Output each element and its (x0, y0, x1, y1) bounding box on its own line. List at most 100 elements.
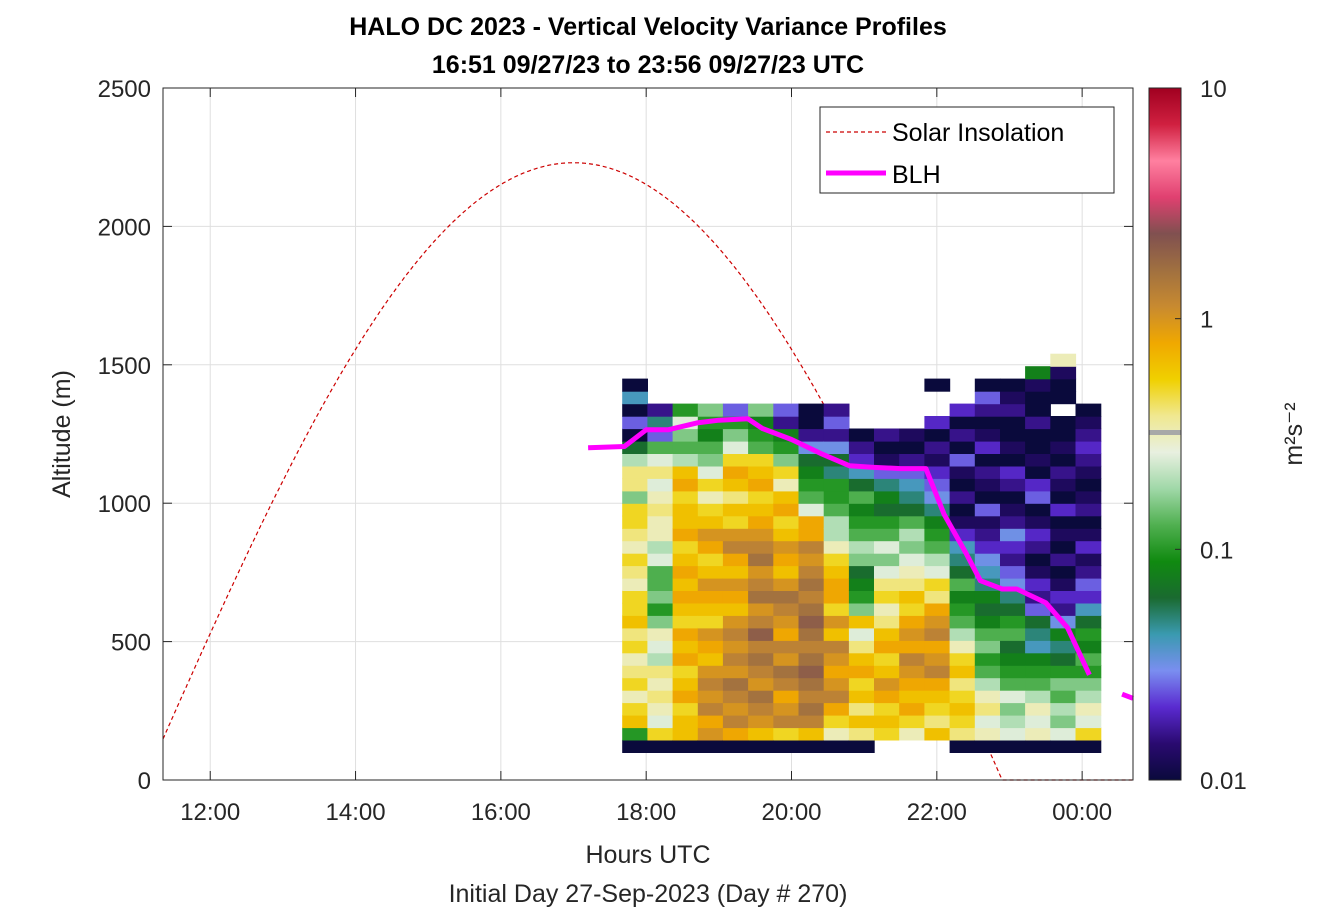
heatmap-cell (899, 602, 925, 616)
heatmap-cell (1050, 677, 1077, 691)
heatmap-cell (1050, 528, 1077, 542)
heatmap-cell (974, 403, 1001, 417)
heatmap-cell (748, 553, 774, 567)
heatmap-cell (949, 465, 976, 479)
heatmap-cell (874, 428, 900, 442)
heatmap-cell (773, 440, 800, 454)
heatmap-cell (798, 453, 825, 467)
heatmap-cell (672, 652, 699, 666)
heatmap-cell (773, 453, 800, 467)
heatmap-cell (798, 615, 825, 629)
heatmap-cell (798, 403, 825, 417)
heatmap-cell (924, 440, 951, 454)
heatmap-cell (874, 677, 900, 691)
heatmap-cell (1000, 690, 1026, 704)
heatmap-cell (1050, 640, 1077, 654)
heatmap-cell (622, 503, 648, 517)
heatmap-cell (949, 503, 976, 517)
heatmap-cell (748, 590, 774, 604)
heatmap-cell (672, 727, 699, 741)
heatmap-cell (848, 540, 875, 554)
heatmap-cell (672, 440, 699, 454)
heatmap-cell (622, 652, 648, 666)
heatmap-cell (924, 715, 951, 729)
heatmap-cell (823, 590, 850, 604)
heatmap-cell (974, 391, 1001, 405)
heatmap-cell (798, 416, 825, 430)
heatmap-cell (647, 553, 674, 567)
heatmap-cell (874, 690, 900, 704)
heatmap-cell (773, 690, 800, 704)
heatmap-cell (697, 702, 724, 716)
heatmap-cell (1075, 727, 1102, 741)
heatmap-cell (672, 528, 699, 542)
heatmap-cell (848, 690, 875, 704)
heatmap-cell (1050, 690, 1077, 704)
heatmap-cell (848, 440, 875, 454)
heatmap-cell (748, 478, 774, 492)
heatmap-cell (622, 490, 648, 504)
heatmap-cell (924, 528, 951, 542)
heatmap-cell (697, 715, 724, 729)
heatmap-cell (647, 665, 674, 679)
heatmap-cell (697, 739, 724, 753)
heatmap-cell (924, 665, 951, 679)
heatmap-cell (848, 428, 875, 442)
heatmap-cell (748, 627, 774, 641)
heatmap-cell (647, 727, 674, 741)
heatmap-cell (899, 640, 925, 654)
heatmap-cell (949, 715, 976, 729)
heatmap-cell (848, 602, 875, 616)
heatmap-cell (874, 602, 900, 616)
heatmap-cell (924, 577, 951, 591)
heatmap-cell (773, 602, 800, 616)
heatmap-cell (924, 627, 951, 641)
heatmap-cell (798, 739, 825, 753)
heatmap-cell (848, 615, 875, 629)
heatmap-cell (647, 403, 674, 417)
heatmap-cell (672, 453, 699, 467)
heatmap-cell (1025, 677, 1051, 691)
heatmap-cell (924, 453, 951, 467)
heatmap-cell (647, 540, 674, 554)
heatmap-cell (874, 652, 900, 666)
heatmap-cell (1000, 739, 1026, 753)
heatmap-cell (748, 715, 774, 729)
legend-label-blh: BLH (892, 161, 941, 189)
heatmap-cell (622, 577, 648, 591)
heatmap-cell (1050, 739, 1077, 753)
heatmap-cell (1050, 715, 1077, 729)
heatmap-cell (748, 640, 774, 654)
heatmap-cell (722, 440, 749, 454)
heatmap-cell (672, 739, 699, 753)
heatmap-cell (974, 715, 1001, 729)
heatmap-cell (647, 739, 674, 753)
heatmap-cell (697, 577, 724, 591)
colorbar-label: m²s⁻² (1280, 402, 1308, 465)
heatmap-cell (949, 440, 976, 454)
heatmap-cell (974, 503, 1001, 517)
heatmap-cell (823, 440, 850, 454)
heatmap-cell (773, 416, 800, 430)
heatmap-cell (672, 665, 699, 679)
heatmap-cell (823, 503, 850, 517)
heatmap-cell (773, 540, 800, 554)
heatmap-cell (722, 652, 749, 666)
heatmap-cell (899, 528, 925, 542)
heatmap-cell (773, 565, 800, 579)
heatmap-cell (899, 677, 925, 691)
heatmap-cell (974, 615, 1001, 629)
heatmap-cell (974, 652, 1001, 666)
heatmap-cell (899, 553, 925, 567)
heatmap-cell (672, 553, 699, 567)
heatmap-cell (924, 690, 951, 704)
heatmap-cell (1025, 727, 1051, 741)
heatmap-cell (974, 565, 1001, 579)
heatmap-cell (773, 677, 800, 691)
heatmap-cell (1050, 553, 1077, 567)
heatmap-cell (823, 515, 850, 529)
heatmap-cell (974, 627, 1001, 641)
heatmap-cell (748, 528, 774, 542)
heatmap-cell (1025, 615, 1051, 629)
heatmap-cell (697, 403, 724, 417)
